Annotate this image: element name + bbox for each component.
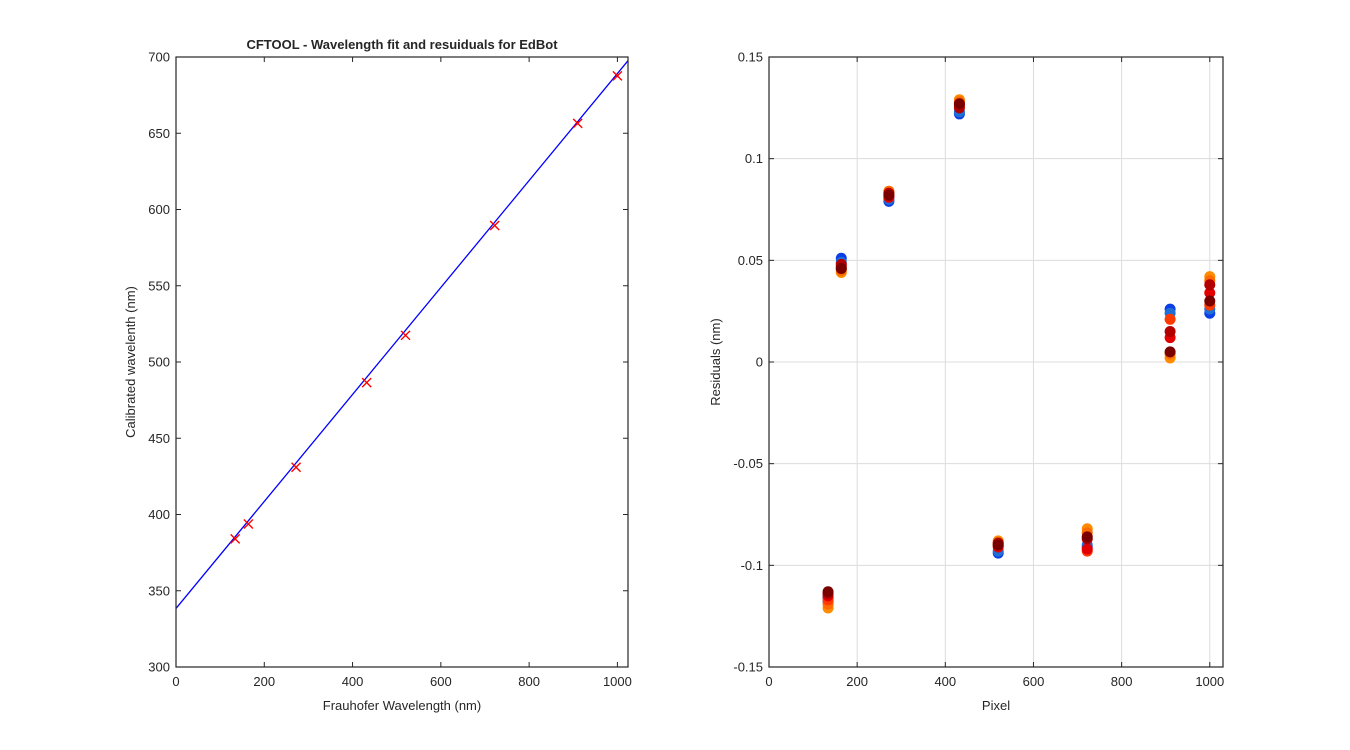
y-tick-label: -0.05 [733,456,763,471]
y-tick-label: 350 [148,583,170,598]
y-tick-label: 650 [148,126,170,141]
residual-point [1081,543,1093,555]
residual-point [1204,295,1216,307]
residual-point [1204,279,1216,291]
marker-stroke [489,220,500,231]
y-tick-label: -0.15 [733,660,763,675]
x-tick-label: 800 [1111,674,1133,689]
y-axis-label: Calibrated wavelenth (nm) [123,286,138,438]
axes-box [175,56,629,668]
marker-stroke [612,70,623,81]
data-point-marker [400,330,411,341]
x-tick-label: 400 [342,674,364,689]
y-tick-label: 500 [148,355,170,370]
data-point-marker [361,377,372,388]
y-tick-label: 550 [148,278,170,293]
y-tick-label: 600 [148,202,170,217]
y-tick-label: 400 [148,507,170,522]
y-tick-label: 0 [756,355,763,370]
marker-stroke [400,330,411,341]
x-tick-label: 0 [172,674,179,689]
y-tick-label: 0.05 [738,253,763,268]
residual-point [1164,346,1176,358]
data-point-marker [572,118,583,129]
x-tick-label: 0 [765,674,772,689]
y-tick-label: 700 [148,50,170,65]
marker-stroke [230,533,241,544]
x-axis-label: Pixel [982,698,1010,713]
residual-point [883,189,895,201]
residual-point [1204,287,1216,299]
chart-title: CFTOOL - Wavelength fit and resuiduals f… [246,37,558,52]
marker-stroke [291,462,302,473]
residual-point [822,586,834,598]
residual-point [1081,531,1093,543]
residual-point [953,98,965,110]
y-tick-label: -0.1 [741,558,763,573]
data-point-marker [291,462,302,473]
x-tick-label: 1000 [603,674,632,689]
residual-point [835,262,847,274]
data-point-marker [230,533,241,544]
residual-point [1164,313,1176,325]
residuals-plot: 0 200 400 600 800 1000 -0.15 -0.1 -0.05 0 0.05 0.1 0… [708,50,1224,714]
x-tick-label: 800 [518,674,540,689]
x-axis-label: Frauhofer Wavelength (nm) [323,698,481,713]
marker-stroke [572,118,583,129]
x-tick-label: 600 [1023,674,1045,689]
y-tick-label: 450 [148,431,170,446]
y-tick-label: 0.1 [745,151,763,166]
y-tick-label: 300 [148,660,170,675]
wavelength-fit-plot: 0 200 400 600 800 1000 300 350 400 450 500 550 600 65… [123,37,632,713]
x-tick-label: 1000 [1195,674,1224,689]
marker-stroke [361,377,372,388]
data-point-marker [612,70,623,81]
residual-point [1164,326,1176,337]
axes-box [768,56,1224,668]
y-tick-label: 0.15 [738,50,763,65]
y-axis-label: Residuals (nm) [708,318,723,405]
x-tick-label: 400 [934,674,956,689]
x-tick-label: 200 [253,674,275,689]
x-tick-label: 600 [430,674,452,689]
data-point-marker [489,220,500,231]
marker-stroke [243,518,254,529]
residual-point [992,539,1004,551]
data-point-marker [243,518,254,529]
fit-line [175,60,629,609]
x-tick-label: 200 [846,674,868,689]
